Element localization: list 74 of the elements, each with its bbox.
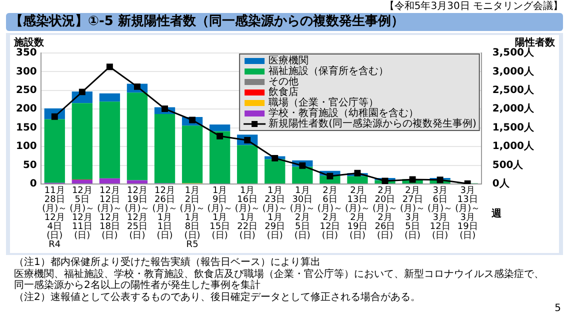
legend-label: その他 — [268, 76, 299, 88]
y2-tick-label: 2,500人 — [492, 84, 535, 96]
text: 5 — [554, 303, 561, 314]
y-tick-label: 50 — [22, 160, 37, 171]
y2-tick-label: 2,000人 — [492, 102, 535, 115]
x-tick-label: 2月 13日 (月)～ 2月 19日 (日) — [344, 186, 370, 241]
point — [299, 162, 306, 169]
bar — [154, 114, 176, 184]
point — [409, 176, 416, 183]
x-tick-label: 2月 20日 (月)～ 2月 26日 (日) — [372, 186, 398, 241]
bar — [72, 103, 92, 180]
y2-tick-label: 3,500人 — [492, 46, 535, 59]
x-tick-label: 11月 28日 (月)～ 12月 4日 (日) R4 — [42, 186, 68, 250]
x-tick-label: 1月 23日 (月)～ 1月 29日 (日) — [262, 186, 288, 241]
legend-label: 福祉施設（保育所を含む） — [268, 65, 389, 78]
text: （注2）速報値として公表するものであり、後日確定データとして修正される場合がある。 — [14, 292, 422, 303]
point — [382, 178, 388, 184]
legend-label: 飲食店 — [268, 86, 299, 98]
y2-axis-title: 陽性者数 — [515, 36, 556, 49]
y-tick-label: 200 — [16, 104, 37, 115]
y-tick-label: 350 — [16, 48, 37, 59]
point — [78, 88, 86, 96]
point — [216, 132, 224, 140]
bar — [210, 124, 230, 132]
y2-tick-label: 1,500人 — [492, 121, 535, 134]
x-tick-label: 1月 16日 (月)～ 1月 22日 (日) — [234, 186, 260, 241]
x-tick-label: 1月 2日 (月)～ 1月 8日 (日) R5 — [180, 186, 205, 250]
bar — [237, 145, 258, 184]
bar — [99, 93, 120, 102]
point — [436, 176, 444, 184]
x-tick-label: 3月 6日 (月)～ 3月 12日 (日) — [428, 186, 453, 241]
y-tick-label: 0 — [30, 178, 37, 190]
y-tick-label: 250 — [16, 85, 37, 96]
y2-tick-label: 3,000人 — [492, 65, 535, 78]
y2-tick-label: 0人 — [492, 178, 510, 190]
y-tick-label: 100 — [16, 141, 37, 152]
x-tick-label: 12月 5日 (月)～ 12月 11日 (日) — [70, 186, 95, 241]
y-axis-title: 施設数 — [13, 36, 45, 49]
y2-tick-label: 500人 — [492, 158, 524, 171]
x-tick-label: 2月 6日 (月)～ 2月 12日 (日) — [317, 186, 342, 241]
point — [106, 64, 113, 70]
point — [354, 170, 361, 176]
point — [272, 154, 278, 162]
y2-tick-label: 1,000人 — [492, 140, 535, 152]
bar — [292, 166, 313, 184]
x-tick-label: 3月 13日 (月)～ 3月 19日 (日) — [455, 186, 480, 241]
bar — [126, 180, 148, 184]
text: 同一感染源から2名以上の陽性者が発生した事例を集計 — [14, 280, 262, 292]
bar — [99, 102, 120, 178]
chart-title: 【感染状況】①-5 新規陽性者数（同一感染源からの複数発生事例） — [6, 13, 563, 31]
y-tick-label: 300 — [16, 66, 37, 78]
bar — [182, 126, 203, 184]
x-tick-label: 1月 9日 (月)～ 1月 15日 (日) — [207, 186, 232, 241]
legend-label: 学校・教育施設（幼稚園を含む） — [268, 107, 419, 120]
text: （注1）都内保健所より受けた報告実績（報告日ベース）により算出 — [14, 257, 322, 268]
text: 医療機関、福祉施設、学校・教育施設、飲食店及び職場（企業・官公庁等）において、新型コロナウイルス感染症で、 — [14, 268, 544, 280]
bar — [126, 92, 148, 180]
text: 【令和5年3月30日 モニタリング会議】 — [384, 1, 563, 13]
bar — [210, 131, 230, 184]
bar — [99, 178, 120, 184]
x-axis-title: 週 — [490, 208, 502, 220]
bar — [347, 176, 368, 184]
legend-label: 新規陽性者数(同一感染源からの複数発生事例) — [268, 118, 476, 130]
x-tick-label: 2月 27日 (月)～ 3月 5日 (日) — [400, 186, 426, 241]
x-tick-label: 12月 19日 (月)～ 12月 25日 (日) — [124, 186, 150, 241]
x-tick-label: 1月 30日 (月)～ 2月 5日 (日) — [290, 186, 315, 241]
x-tick-label: 12月 26日 (月)～ 1月 1日 (日) — [152, 186, 178, 241]
x-tick-label: 12月 12日 (月)～ 12月 18日 (日) — [97, 186, 122, 241]
legend-label: 医療機関 — [268, 54, 309, 67]
bar — [44, 119, 65, 183]
legend-label: 職場（企業・官公庁等） — [268, 96, 379, 109]
y-tick-label: 150 — [16, 122, 37, 134]
bar — [264, 159, 286, 184]
bar — [72, 180, 92, 184]
